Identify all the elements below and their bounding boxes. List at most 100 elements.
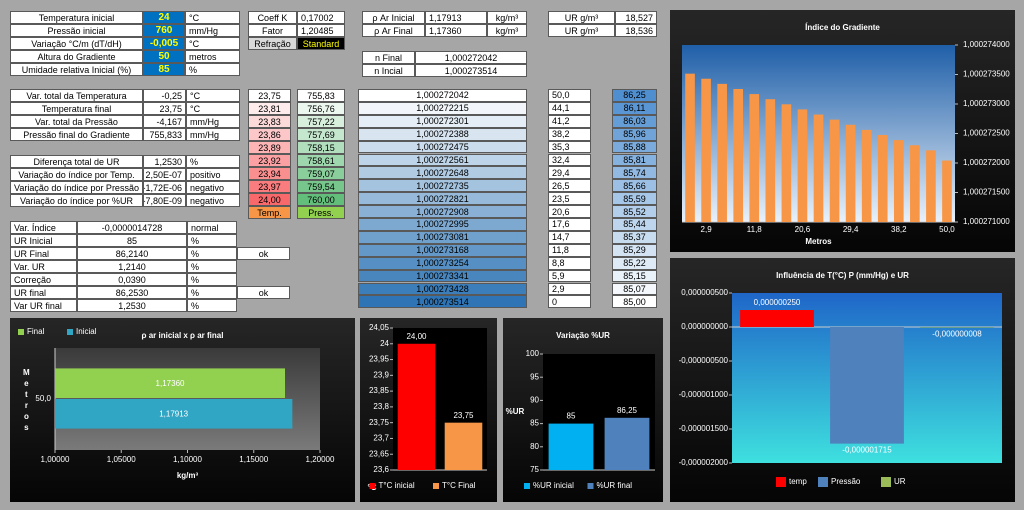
humidity-value: 18,527 xyxy=(615,11,657,24)
bar xyxy=(55,368,286,398)
summary-unit: % xyxy=(187,273,237,286)
summary-unit: % xyxy=(187,247,237,260)
y-tick-label: -0,000002000 xyxy=(679,458,729,467)
bar xyxy=(765,99,776,222)
y-tick-label: 50,0 xyxy=(35,394,51,403)
legend-label: %UR inicial xyxy=(533,481,574,490)
summary-value: 86,2530 xyxy=(77,286,187,299)
y-tick-label: 24 xyxy=(380,339,389,348)
x-axis-label: Metros xyxy=(805,237,832,246)
summary-value: 1,2140 xyxy=(77,260,187,273)
x-axis-label: kg/m³ xyxy=(177,471,199,480)
height-cell: 11,8 xyxy=(548,243,591,257)
bar xyxy=(740,310,814,327)
chart-title: ρ ar inicial x ρ ar final xyxy=(142,331,224,340)
summary-status: ok xyxy=(237,247,290,260)
height-cell: 41,2 xyxy=(548,114,591,128)
height-cell: 20,6 xyxy=(548,205,591,218)
data-label: -0,000000008 xyxy=(932,330,982,339)
legend-label: %UR final xyxy=(597,481,633,490)
legend-label: temp xyxy=(789,477,807,486)
bar xyxy=(797,109,808,222)
height-cell: 8,8 xyxy=(548,256,591,270)
input-value: 85 xyxy=(143,63,185,76)
n-cell: 1,000273428 xyxy=(358,282,527,296)
n-cell: 1,000273254 xyxy=(358,256,527,270)
bar xyxy=(701,78,711,222)
y-axis-label: Metros xyxy=(22,368,31,434)
summary-value: 0,0390 xyxy=(77,273,187,286)
height-cell: 0 xyxy=(548,295,591,309)
summary-value: 86,2140 xyxy=(77,247,187,260)
n-cell: 1,000273081 xyxy=(358,230,527,244)
data-label: 86,25 xyxy=(617,406,638,415)
bar xyxy=(717,83,727,222)
bar xyxy=(926,150,936,222)
pressure-cell: 757,69 xyxy=(297,128,345,141)
variation-label: Variação do índice por Temp. xyxy=(10,168,143,181)
ur-cell: 85,88 xyxy=(612,140,657,154)
temperature-cell: 23,81 xyxy=(248,102,291,115)
density-unit: kg/m³ xyxy=(487,24,527,37)
humidity-value: 18,536 xyxy=(615,24,657,37)
variation-unit: positivo xyxy=(186,168,240,181)
summary-value: -0,0000014728 xyxy=(77,221,187,234)
coefficient-value: 0,17002 xyxy=(297,11,345,24)
humidity-label: UR g/m³ xyxy=(548,24,615,37)
legend-swatch xyxy=(818,477,828,487)
variation-value: 1,2530 xyxy=(143,155,186,168)
variation-unit: negativo xyxy=(186,181,240,194)
summary-label: Var. Índice xyxy=(10,221,77,234)
height-cell: 29,4 xyxy=(548,166,591,180)
ur-cell: 85,44 xyxy=(612,218,657,231)
summary-label: UR final xyxy=(10,286,77,299)
n-cell: 1,000272995 xyxy=(358,218,527,231)
temperature-cell: 23,97 xyxy=(248,180,291,193)
density-label: ρ Ar Inicial xyxy=(362,11,425,24)
total-value: 755,833 xyxy=(143,128,186,141)
pressure-cell: 757,22 xyxy=(297,115,345,128)
summary-value: 1,2530 xyxy=(77,299,187,312)
bar xyxy=(733,89,744,222)
bar xyxy=(397,343,436,470)
temperature-cell: 23,94 xyxy=(248,167,291,180)
y-tick-label: -0,000001000 xyxy=(679,390,729,399)
total-unit: °C xyxy=(186,89,240,102)
bar xyxy=(893,140,904,222)
ur-cell: 85,96 xyxy=(612,127,657,141)
variation-label: Diferença total de UR xyxy=(10,155,143,168)
y-tick-label: 24,05 xyxy=(369,323,390,332)
bar xyxy=(942,160,952,222)
input-value: 50 xyxy=(143,50,185,63)
n-cell: 1,000272388 xyxy=(358,127,527,141)
y-tick-label: 23,9 xyxy=(373,370,389,379)
bar xyxy=(829,119,840,222)
legend-label: Final xyxy=(27,327,45,336)
coefficient-label: Coeff K xyxy=(248,11,297,24)
temperature-cell: 23,86 xyxy=(248,128,291,141)
height-cell: 26,5 xyxy=(548,179,591,193)
y-tick-label: 90 xyxy=(530,396,539,405)
y-axis-label: %UR xyxy=(506,407,525,416)
input-unit: metros xyxy=(185,50,240,63)
total-label: Temperatura final xyxy=(10,102,143,115)
bar xyxy=(830,327,904,444)
refraction-value: 1,000272042 xyxy=(415,51,527,64)
x-tick-label: 50,0 xyxy=(939,225,955,234)
pressure-header: Press. xyxy=(297,206,345,219)
data-label: 0,000000250 xyxy=(754,298,801,307)
n-cell: 1,000272561 xyxy=(358,153,527,167)
height-cell: 35,3 xyxy=(548,140,591,154)
y-tick-label: 23,65 xyxy=(369,449,390,458)
y-tick-label: 85 xyxy=(530,419,539,428)
pressure-cell: 758,61 xyxy=(297,154,345,167)
n-cell: 1,000272301 xyxy=(358,114,527,128)
n-cell: 1,000272215 xyxy=(358,101,527,115)
temperature-cell: 23,83 xyxy=(248,115,291,128)
refraction-label: n Incial xyxy=(362,64,415,77)
chart: ρ ar inicial x ρ ar final 1,00000 1,05000 1… xyxy=(10,318,355,502)
bar xyxy=(781,104,792,222)
total-unit: mm/Hg xyxy=(186,128,240,141)
n-cell: 1,000272475 xyxy=(358,140,527,154)
